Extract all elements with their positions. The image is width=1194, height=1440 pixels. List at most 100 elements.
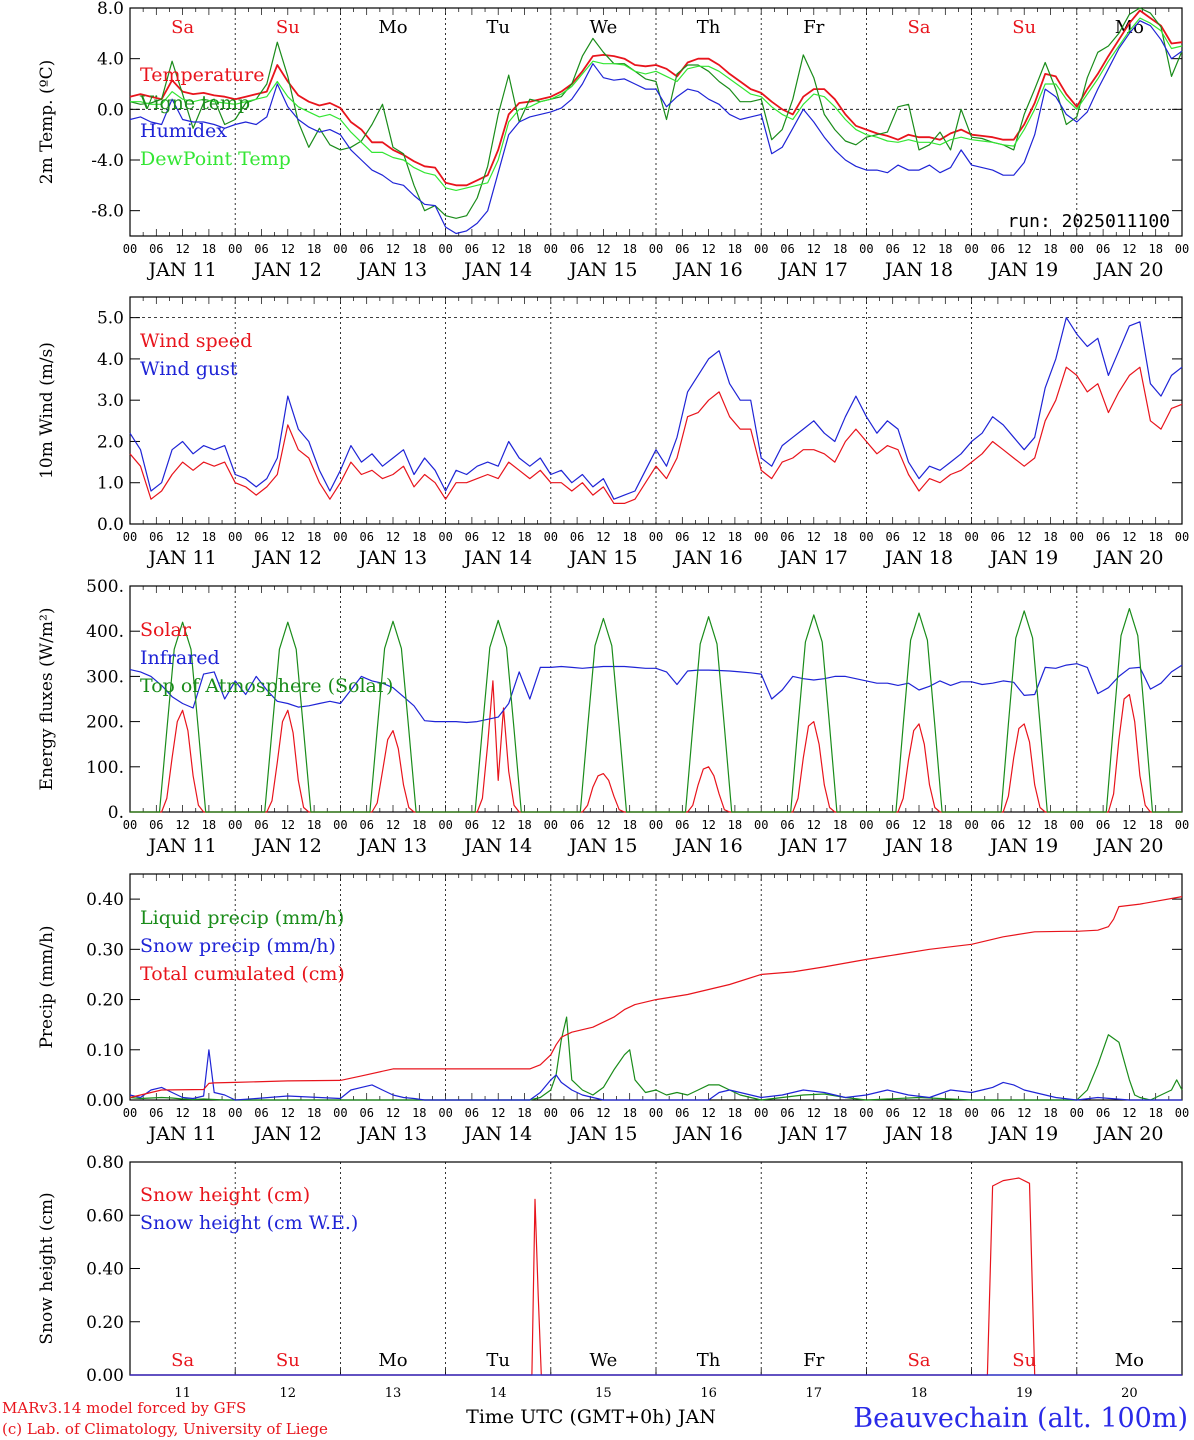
weekday-label: Mo	[378, 1350, 407, 1371]
date-label: JAN 11	[147, 835, 217, 857]
hour-tick-label: 06	[359, 530, 373, 544]
plot-frame	[129, 296, 1183, 525]
hour-tick-label: 18	[728, 818, 742, 832]
day-number-label: 16	[700, 1386, 717, 1401]
hour-tick-label: 12	[596, 1106, 610, 1120]
date-label: JAN 18	[883, 1123, 953, 1145]
legend-entry: Vigne temp	[139, 92, 250, 114]
y-tick-label: 0.10	[86, 1041, 124, 1061]
hour-tick-label: 00	[333, 1106, 347, 1120]
hour-tick-label: 12	[701, 818, 715, 832]
date-label: JAN 19	[988, 1123, 1058, 1145]
hour-tick-label: 18	[517, 1106, 531, 1120]
date-label: JAN 13	[357, 259, 427, 281]
weekday-label: We	[590, 1350, 618, 1371]
hour-tick-label: 18	[833, 242, 847, 256]
hour-tick-label: 06	[149, 1106, 163, 1120]
hour-tick-label: 06	[254, 1106, 268, 1120]
weekday-label: Fr	[803, 1350, 824, 1371]
hour-tick-label: 18	[412, 530, 426, 544]
hour-tick-label: 00	[333, 242, 347, 256]
y-tick-label: -4.0	[91, 151, 124, 171]
hour-tick-label: 06	[1096, 530, 1110, 544]
hour-tick-label: 06	[991, 242, 1005, 256]
hour-tick-label: 00	[859, 242, 873, 256]
legend-entry: Solar	[140, 619, 192, 641]
date-label: JAN 14	[462, 835, 532, 857]
hour-tick-label: 12	[701, 1106, 715, 1120]
hour-tick-label: 00	[438, 818, 452, 832]
legend-entry: Wind speed	[140, 330, 252, 352]
plot-frame	[129, 585, 1183, 813]
hour-tick-label: 06	[359, 242, 373, 256]
hour-tick-label: 00	[964, 818, 978, 832]
y-tick-label: -8.0	[91, 202, 124, 222]
hour-tick-label: 12	[1122, 818, 1136, 832]
hour-tick-label: 18	[202, 242, 216, 256]
legend-entry: Total cumulated (cm)	[140, 963, 345, 985]
date-label: JAN 12	[252, 835, 322, 857]
hour-tick-label: 00	[649, 242, 663, 256]
legend-entry: Wind gust	[140, 358, 238, 380]
y-tick-label: 0.30	[86, 940, 124, 960]
series-dewpoint-temp	[130, 17, 1183, 191]
hour-tick-label: 00	[544, 818, 558, 832]
hour-tick-label: 00	[333, 530, 347, 544]
weekday-label: Su	[276, 1350, 300, 1371]
y-tick-label: 0.60	[86, 1206, 124, 1226]
weekday-label: Sa	[907, 1350, 930, 1371]
date-label: JAN 19	[988, 547, 1058, 569]
hour-tick-label: 18	[1043, 530, 1057, 544]
hour-tick-label: 18	[1043, 818, 1057, 832]
y-tick-label: 300.	[86, 667, 124, 687]
hour-tick-label: 00	[228, 242, 242, 256]
hour-tick-label: 06	[254, 530, 268, 544]
hour-tick-label: 12	[281, 818, 295, 832]
hour-tick-label: 00	[754, 530, 768, 544]
weekday-label: Su	[276, 17, 300, 38]
hour-tick-label: 12	[175, 530, 189, 544]
hour-tick-label: 06	[780, 530, 794, 544]
hour-tick-label: 18	[202, 818, 216, 832]
series-infrared	[129, 663, 1183, 724]
hour-tick-label: 12	[1017, 818, 1031, 832]
hour-tick-label: 06	[570, 242, 584, 256]
hour-tick-label: 18	[622, 242, 636, 256]
hour-tick-label: 18	[938, 1106, 952, 1120]
y-tick-label: 2.0	[97, 432, 124, 452]
series-snow-height-cm-	[130, 1177, 1182, 1376]
y-tick-label: 0.40	[86, 890, 124, 910]
hour-tick-label: 06	[675, 818, 689, 832]
day-number-label: 15	[595, 1386, 612, 1401]
hour-tick-label: 18	[517, 530, 531, 544]
hour-tick-label: 00	[1070, 818, 1084, 832]
day-number-label: 18	[911, 1386, 928, 1401]
hour-tick-label: 00	[123, 1106, 137, 1120]
hour-tick-label: 18	[517, 818, 531, 832]
hour-tick-label: 00	[438, 530, 452, 544]
hour-tick-label: 00	[1070, 242, 1084, 256]
hour-tick-label: 00	[1175, 242, 1189, 256]
hour-tick-label: 00	[964, 1106, 978, 1120]
hour-tick-label: 12	[1017, 242, 1031, 256]
y-tick-label: 5.0	[97, 309, 124, 329]
hour-tick-label: 18	[1148, 242, 1162, 256]
weekday-label: Th	[697, 17, 721, 38]
legend-entry: Humidex	[140, 120, 227, 142]
y-tick-label: 4.0	[97, 350, 124, 370]
series-wind-gust	[129, 317, 1183, 500]
hour-tick-label: 06	[1096, 1106, 1110, 1120]
date-label: JAN 16	[673, 259, 743, 281]
hour-tick-label: 12	[1017, 1106, 1031, 1120]
series-liquid-precip-mm-h-	[129, 1016, 1183, 1101]
series-humidex	[129, 20, 1183, 235]
run-annotation: run: 2025011100	[1007, 211, 1170, 232]
date-label: JAN 13	[357, 835, 427, 857]
date-label: JAN 12	[252, 259, 322, 281]
series-temperature	[129, 9, 1183, 187]
y-tick-label: 0.20	[86, 1313, 124, 1333]
y-tick-label: 8.0	[97, 0, 124, 19]
day-number-label: 11	[174, 1386, 191, 1401]
hour-tick-label: 12	[281, 530, 295, 544]
day-number-label: 17	[806, 1386, 823, 1401]
